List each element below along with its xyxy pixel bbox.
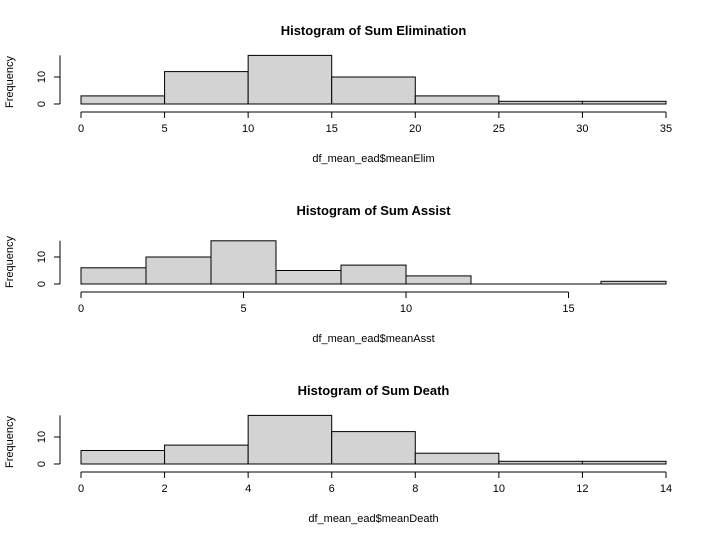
histogram-bar — [80, 267, 147, 285]
x-tick-label: 5 — [162, 123, 168, 135]
x-tick-label: 6 — [329, 483, 335, 495]
histogram-bar — [331, 431, 416, 465]
histogram-bar — [581, 100, 667, 105]
x-tick-label: 25 — [493, 123, 505, 135]
y-tick-label: 0 — [36, 281, 48, 287]
y-tick-label: 10 — [36, 431, 48, 443]
x-axis-label: df_mean_ead$meanDeath — [308, 513, 438, 525]
histogram-bar — [247, 414, 333, 465]
histogram-bar — [498, 460, 583, 465]
y-axis: 0 10 Frequency — [4, 415, 61, 468]
histogram-bar — [275, 270, 342, 285]
x-tick-label: 0 — [78, 483, 84, 495]
x-tick-label: 0 — [78, 123, 84, 135]
histogram-bar — [164, 71, 249, 105]
x-tick-label: 15 — [326, 123, 338, 135]
x-tick-label: 0 — [78, 303, 84, 315]
histogram-bar — [80, 450, 166, 465]
histogram-bar — [498, 100, 583, 105]
x-tick-label: 4 — [245, 483, 251, 495]
y-tick-label: 10 — [36, 71, 48, 83]
histogram-panel-2: Histogram of Sum Assist 0 10 Frequency 0 5 10 1… — [4, 203, 667, 345]
chart-title: Histogram of Sum Elimination — [281, 23, 467, 38]
x-axis-label: df_mean_ead$meanElim — [312, 153, 434, 165]
histogram-bar — [164, 444, 249, 465]
y-tick-label: 0 — [36, 101, 48, 107]
x-axis: 0 5 10 15 20 25 30 35 df_mean_ead$meanElim — [78, 111, 672, 165]
y-axis-label: Frequency — [4, 236, 16, 288]
x-tick-label: 10 — [400, 303, 412, 315]
y-axis-label: Frequency — [4, 416, 16, 468]
histogram-bar — [405, 275, 472, 285]
histogram-bar — [414, 452, 500, 465]
x-tick-label: 30 — [576, 123, 588, 135]
histogram-bar — [210, 240, 277, 285]
histogram-bar — [340, 264, 407, 285]
x-tick-label: 14 — [660, 483, 672, 495]
x-axis: 0 5 10 15 df_mean_ead$meanAsst — [78, 291, 575, 345]
histogram-bar — [581, 460, 667, 465]
y-tick-label: 10 — [36, 251, 48, 263]
y-axis: 0 10 Frequency — [4, 236, 61, 288]
histogram-panel-1: Histogram of Sum Elimination 0 10 Frequency… — [4, 23, 672, 165]
y-axis-label: Frequency — [4, 56, 16, 108]
histogram-bar — [600, 280, 667, 285]
histogram-bar — [145, 256, 212, 285]
x-tick-label: 5 — [240, 303, 246, 315]
x-axis: 0 2 4 6 8 10 12 14 df_mean_ead$meanDeath — [78, 471, 672, 525]
histogram-bar — [247, 54, 333, 105]
histogram-bar — [80, 95, 166, 105]
histogram-bar — [414, 95, 500, 105]
x-tick-label: 35 — [660, 123, 672, 135]
x-tick-label: 10 — [493, 483, 505, 495]
x-tick-label: 15 — [562, 303, 574, 315]
y-tick-label: 0 — [36, 461, 48, 467]
chart-title: Histogram of Sum Assist — [296, 203, 451, 218]
x-tick-label: 10 — [242, 123, 254, 135]
x-tick-label: 2 — [162, 483, 168, 495]
chart-title: Histogram of Sum Death — [298, 383, 450, 398]
histogram-bar — [331, 76, 416, 105]
x-tick-label: 12 — [576, 483, 588, 495]
x-tick-label: 8 — [412, 483, 418, 495]
y-axis: 0 10 Frequency — [4, 55, 61, 108]
x-axis-label: df_mean_ead$meanAsst — [312, 333, 434, 345]
x-tick-label: 20 — [409, 123, 421, 135]
histogram-panel-3: Histogram of Sum Death 0 10 Frequency 0 2 4 6 8 1… — [4, 383, 672, 525]
